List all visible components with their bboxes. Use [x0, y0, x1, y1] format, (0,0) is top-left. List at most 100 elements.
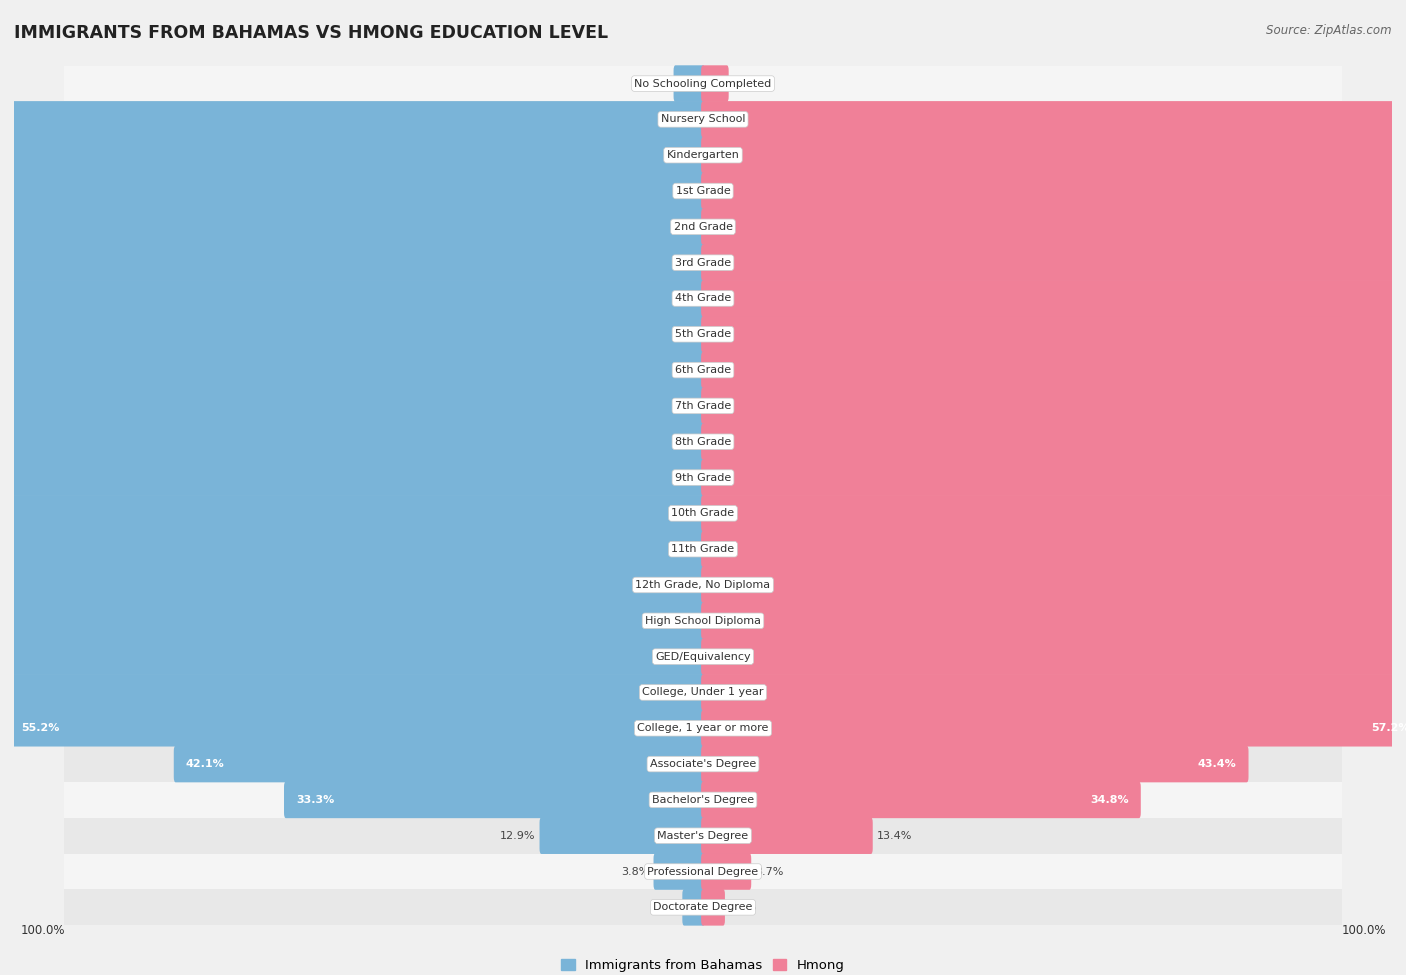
FancyBboxPatch shape: [702, 280, 1406, 317]
FancyBboxPatch shape: [0, 280, 704, 317]
Text: 10th Grade: 10th Grade: [672, 508, 734, 519]
FancyBboxPatch shape: [673, 65, 704, 101]
Text: 3rd Grade: 3rd Grade: [675, 257, 731, 268]
Text: 4th Grade: 4th Grade: [675, 293, 731, 303]
FancyBboxPatch shape: [0, 603, 704, 639]
FancyBboxPatch shape: [540, 817, 704, 854]
Text: 7th Grade: 7th Grade: [675, 401, 731, 410]
FancyBboxPatch shape: [0, 136, 704, 174]
Text: 13.4%: 13.4%: [877, 831, 912, 840]
Text: Bachelor's Degree: Bachelor's Degree: [652, 795, 754, 805]
FancyBboxPatch shape: [0, 459, 704, 496]
Text: 9th Grade: 9th Grade: [675, 473, 731, 483]
Text: Master's Degree: Master's Degree: [658, 831, 748, 840]
Text: GED/Equivalency: GED/Equivalency: [655, 651, 751, 662]
Text: 1.5%: 1.5%: [650, 902, 678, 913]
Text: 12.9%: 12.9%: [499, 831, 536, 840]
Bar: [65, 711, 1341, 746]
Text: College, 1 year or more: College, 1 year or more: [637, 723, 769, 733]
Bar: [65, 746, 1341, 782]
Text: 2.2%: 2.2%: [641, 79, 669, 89]
FancyBboxPatch shape: [284, 782, 704, 818]
Bar: [65, 567, 1341, 603]
Text: 42.1%: 42.1%: [186, 760, 225, 769]
FancyBboxPatch shape: [702, 531, 1406, 567]
Bar: [65, 639, 1341, 675]
FancyBboxPatch shape: [702, 639, 1406, 675]
FancyBboxPatch shape: [702, 136, 1406, 174]
FancyBboxPatch shape: [702, 817, 873, 854]
Text: 1.9%: 1.9%: [733, 79, 762, 89]
FancyBboxPatch shape: [702, 316, 1406, 353]
Text: Source: ZipAtlas.com: Source: ZipAtlas.com: [1267, 24, 1392, 37]
FancyBboxPatch shape: [654, 853, 704, 890]
Bar: [65, 424, 1341, 459]
Text: 100.0%: 100.0%: [1341, 924, 1386, 937]
Text: 43.4%: 43.4%: [1198, 760, 1237, 769]
Bar: [65, 245, 1341, 281]
Bar: [65, 101, 1341, 137]
Bar: [65, 675, 1341, 711]
FancyBboxPatch shape: [702, 603, 1406, 639]
Bar: [65, 889, 1341, 925]
Text: High School Diploma: High School Diploma: [645, 616, 761, 626]
FancyBboxPatch shape: [10, 710, 704, 747]
FancyBboxPatch shape: [0, 531, 704, 567]
FancyBboxPatch shape: [702, 566, 1406, 604]
Text: 57.2%: 57.2%: [1371, 723, 1406, 733]
Text: 34.8%: 34.8%: [1090, 795, 1129, 805]
Bar: [65, 388, 1341, 424]
Bar: [65, 209, 1341, 245]
Text: IMMIGRANTS FROM BAHAMAS VS HMONG EDUCATION LEVEL: IMMIGRANTS FROM BAHAMAS VS HMONG EDUCATI…: [14, 24, 609, 42]
Bar: [65, 137, 1341, 174]
Text: 100.0%: 100.0%: [20, 924, 65, 937]
Text: 8th Grade: 8th Grade: [675, 437, 731, 447]
Text: 12th Grade, No Diploma: 12th Grade, No Diploma: [636, 580, 770, 590]
FancyBboxPatch shape: [702, 352, 1406, 388]
FancyBboxPatch shape: [0, 101, 704, 137]
Bar: [65, 495, 1341, 531]
FancyBboxPatch shape: [702, 101, 1406, 137]
Text: 1st Grade: 1st Grade: [676, 186, 730, 196]
FancyBboxPatch shape: [0, 209, 704, 245]
FancyBboxPatch shape: [702, 245, 1406, 281]
FancyBboxPatch shape: [702, 495, 1406, 531]
Text: College, Under 1 year: College, Under 1 year: [643, 687, 763, 697]
FancyBboxPatch shape: [702, 674, 1406, 711]
FancyBboxPatch shape: [0, 566, 704, 604]
Text: No Schooling Completed: No Schooling Completed: [634, 79, 772, 89]
FancyBboxPatch shape: [0, 352, 704, 388]
FancyBboxPatch shape: [702, 388, 1406, 424]
FancyBboxPatch shape: [702, 710, 1406, 747]
Text: 3.7%: 3.7%: [755, 867, 785, 877]
FancyBboxPatch shape: [0, 674, 704, 711]
FancyBboxPatch shape: [702, 459, 1406, 496]
FancyBboxPatch shape: [682, 889, 704, 925]
FancyBboxPatch shape: [702, 209, 1406, 245]
Text: 1.6%: 1.6%: [730, 902, 758, 913]
Bar: [65, 782, 1341, 818]
FancyBboxPatch shape: [0, 639, 704, 675]
Text: Doctorate Degree: Doctorate Degree: [654, 902, 752, 913]
FancyBboxPatch shape: [702, 173, 1406, 210]
Bar: [65, 818, 1341, 854]
Text: Kindergarten: Kindergarten: [666, 150, 740, 160]
Bar: [65, 316, 1341, 352]
FancyBboxPatch shape: [702, 423, 1406, 460]
Bar: [65, 281, 1341, 316]
Bar: [65, 459, 1341, 495]
FancyBboxPatch shape: [174, 746, 704, 782]
FancyBboxPatch shape: [0, 423, 704, 460]
Text: 2nd Grade: 2nd Grade: [673, 222, 733, 232]
FancyBboxPatch shape: [702, 853, 751, 890]
FancyBboxPatch shape: [702, 65, 728, 101]
Text: 6th Grade: 6th Grade: [675, 365, 731, 375]
Text: Associate's Degree: Associate's Degree: [650, 760, 756, 769]
Bar: [65, 352, 1341, 388]
Text: 55.2%: 55.2%: [21, 723, 60, 733]
FancyBboxPatch shape: [0, 316, 704, 353]
FancyBboxPatch shape: [702, 746, 1249, 782]
FancyBboxPatch shape: [0, 495, 704, 531]
Bar: [65, 65, 1341, 101]
Bar: [65, 174, 1341, 209]
